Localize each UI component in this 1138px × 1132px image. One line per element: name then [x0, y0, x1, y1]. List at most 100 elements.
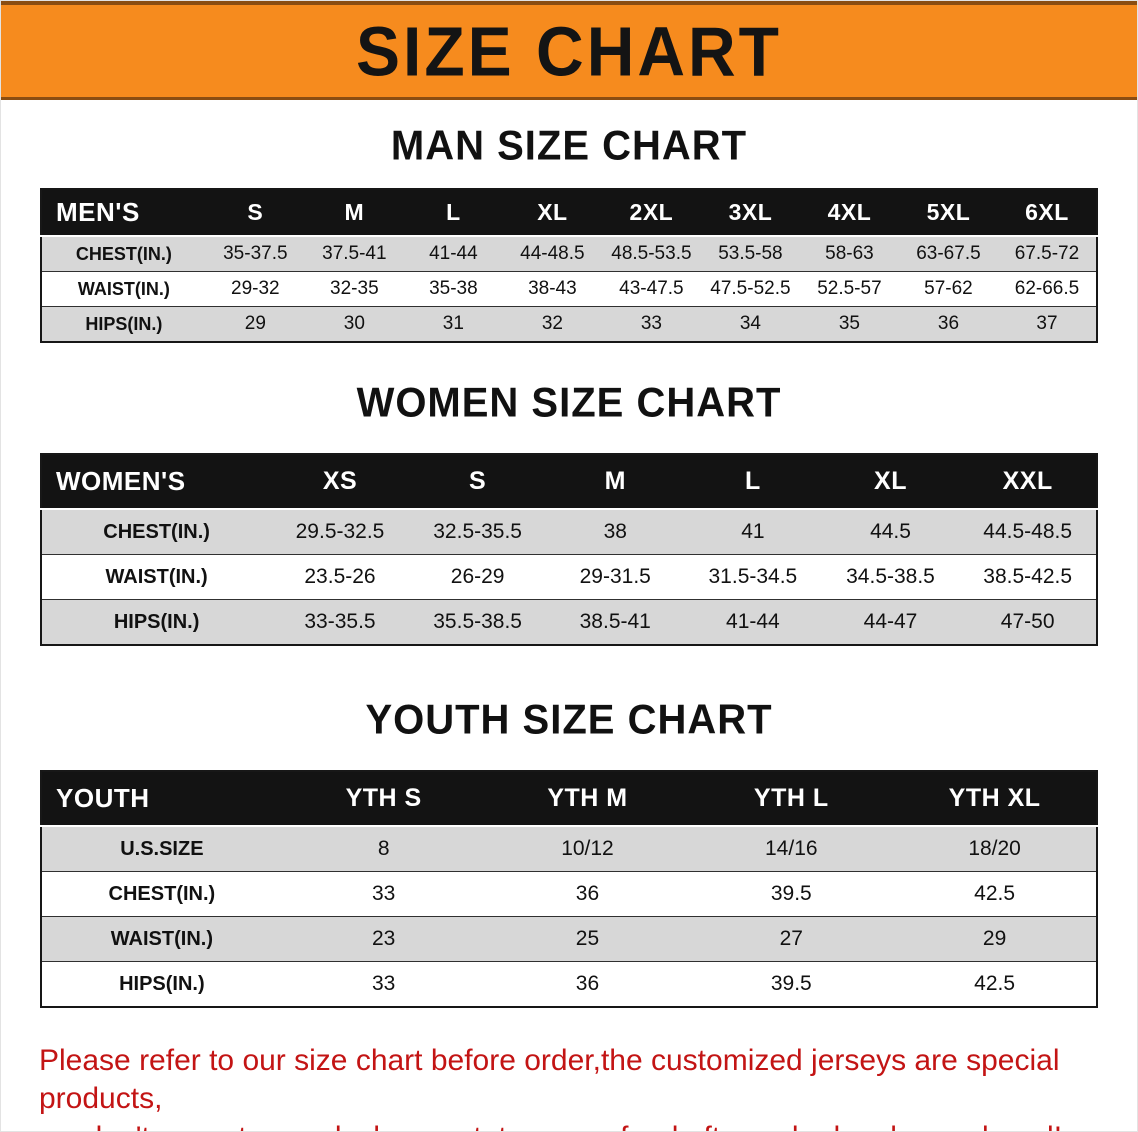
- column-header: S: [205, 189, 305, 237]
- table-cell: 36: [485, 871, 690, 917]
- table-row: HIPS(IN.) 29 30 31 32 33 34 35 36 37: [41, 306, 1097, 342]
- table-cell: 8: [281, 825, 486, 872]
- table-body: U.S.SIZE 8 10/12 14/16 18/20 CHEST(IN.) 33 36 39…: [41, 825, 1097, 1007]
- column-header: YTH S: [281, 771, 486, 827]
- table-cell: 63-67.5: [898, 235, 998, 272]
- table-title-cell: WOMEN'S: [41, 454, 272, 510]
- table-row: CHEST(IN.) 33 36 39.5 42.5: [41, 871, 1097, 917]
- table-cell: 29.5-32.5: [271, 508, 409, 555]
- banner: SIZE CHART: [1, 1, 1137, 100]
- row-label: HIPS(IN.): [41, 961, 282, 1007]
- table-cell: 34.5-38.5: [821, 554, 960, 600]
- table-cell: 44-47: [821, 599, 960, 645]
- table-cell: 52.5-57: [799, 271, 899, 307]
- table-cell: 39.5: [689, 871, 894, 917]
- column-header: YTH M: [485, 771, 690, 827]
- table-cell: 25: [485, 916, 690, 962]
- table-row: WAIST(IN.) 23.5-26 26-29 29-31.5 31.5-34.5 34…: [41, 554, 1097, 600]
- table-cell: 33-35.5: [271, 599, 409, 645]
- table-cell: 18/20: [893, 825, 1097, 872]
- table-cell: 29-32: [205, 271, 305, 307]
- column-header: S: [408, 454, 547, 510]
- section-youth: YOUTH SIZE CHART YOUTH YTH S YTH M YTH L YTH…: [1, 697, 1137, 1008]
- women-section-heading: WOMEN SIZE CHART: [356, 380, 782, 426]
- table-cell: 47.5-52.5: [700, 271, 800, 307]
- table-cell: 32.5-35.5: [408, 508, 547, 555]
- table-cell: 31: [403, 306, 503, 342]
- table-cell: 26-29: [408, 554, 547, 600]
- row-label: WAIST(IN.): [41, 554, 272, 600]
- column-header: M: [304, 189, 404, 237]
- table-row: HIPS(IN.) 33 36 39.5 42.5: [41, 961, 1097, 1007]
- table-cell: 41: [684, 508, 822, 555]
- table-cell: 35-37.5: [205, 235, 305, 272]
- table-cell: 38.5-41: [546, 599, 685, 645]
- table-cell: 33: [281, 961, 486, 1007]
- row-label: WAIST(IN.): [41, 916, 282, 962]
- table-cell: 67.5-72: [997, 235, 1097, 272]
- table-cell: 57-62: [898, 271, 998, 307]
- table-cell: 38-43: [502, 271, 602, 307]
- table-cell: 29-31.5: [546, 554, 685, 600]
- table-cell: 29: [893, 916, 1097, 962]
- row-label: HIPS(IN.): [41, 306, 206, 342]
- table-cell: 27: [689, 916, 894, 962]
- table-cell: 42.5: [893, 961, 1097, 1007]
- table-cell: 36: [485, 961, 690, 1007]
- men-size-table: MEN'S S M L XL 2XL 3XL 4XL 5XL 6XL CHEST(IN.) 35-3…: [40, 188, 1098, 343]
- table-cell: 47-50: [959, 599, 1097, 645]
- row-label: U.S.SIZE: [41, 825, 282, 872]
- column-header: XL: [502, 189, 602, 237]
- disclaimer-line-2: we don't accept cancel, change, teturn o…: [39, 1119, 1099, 1131]
- table-body: CHEST(IN.) 29.5-32.5 32.5-35.5 38 41 44.5 44.5…: [41, 508, 1097, 645]
- table-cell: 48.5-53.5: [601, 235, 701, 272]
- table-cell: 41-44: [403, 235, 503, 272]
- table-cell: 44.5-48.5: [959, 508, 1097, 555]
- column-header: L: [403, 189, 503, 237]
- row-label: HIPS(IN.): [41, 599, 272, 645]
- table-cell: 35-38: [403, 271, 503, 307]
- table-header-row: MEN'S S M L XL 2XL 3XL 4XL 5XL 6XL: [41, 189, 1097, 237]
- column-header: 6XL: [997, 189, 1097, 237]
- row-label: CHEST(IN.): [41, 235, 206, 272]
- table-cell: 14/16: [689, 825, 894, 872]
- table-cell: 53.5-58: [700, 235, 800, 272]
- table-cell: 43-47.5: [601, 271, 701, 307]
- table-cell: 35.5-38.5: [408, 599, 547, 645]
- table-cell: 62-66.5: [997, 271, 1097, 307]
- column-header: YTH XL: [893, 771, 1097, 827]
- column-header: YTH L: [689, 771, 894, 827]
- disclaimer-note: Please refer to our size chart before or…: [39, 1042, 1099, 1131]
- table-cell: 58-63: [799, 235, 899, 272]
- column-header: 5XL: [898, 189, 998, 237]
- table-cell: 44.5: [821, 508, 960, 555]
- table-cell: 33: [281, 871, 486, 917]
- table-cell: 29: [205, 306, 305, 342]
- table-row: HIPS(IN.) 33-35.5 35.5-38.5 38.5-41 41-44 44-…: [41, 599, 1097, 645]
- column-header: M: [546, 454, 685, 510]
- row-label: CHEST(IN.): [41, 871, 282, 917]
- table-cell: 31.5-34.5: [684, 554, 822, 600]
- table-cell: 32: [502, 306, 602, 342]
- table-cell: 37.5-41: [304, 235, 404, 272]
- column-header: XL: [821, 454, 960, 510]
- table-cell: 34: [700, 306, 800, 342]
- table-cell: 42.5: [893, 871, 1097, 917]
- table-row: WAIST(IN.) 23 25 27 29: [41, 916, 1097, 962]
- section-men: MAN SIZE CHART MEN'S S M L XL 2XL 3XL 4XL 5XL 6XL…: [1, 125, 1137, 343]
- table-cell: 44-48.5: [502, 235, 602, 272]
- table-body: CHEST(IN.) 35-37.5 37.5-41 41-44 44-48.5 48.5…: [41, 235, 1097, 342]
- column-header: XXL: [959, 454, 1097, 510]
- table-cell: 38: [546, 508, 685, 555]
- table-row: U.S.SIZE 8 10/12 14/16 18/20: [41, 825, 1097, 872]
- table-cell: 23.5-26: [271, 554, 409, 600]
- table-cell: 41-44: [684, 599, 822, 645]
- table-header-row: WOMEN'S XS S M L XL XXL: [41, 454, 1097, 510]
- table-row: WAIST(IN.) 29-32 32-35 35-38 38-43 43-47.5 47.…: [41, 271, 1097, 307]
- youth-section-heading: YOUTH SIZE CHART: [365, 697, 773, 743]
- women-size-table: WOMEN'S XS S M L XL XXL CHEST(IN.) 29.5-32.5 32.…: [40, 453, 1098, 646]
- column-header: 4XL: [799, 189, 899, 237]
- table-title-cell: MEN'S: [41, 189, 206, 237]
- section-women: WOMEN SIZE CHART WOMEN'S XS S M L XL XXL CHEST…: [1, 380, 1137, 646]
- disclaimer-line-1: Please refer to our size chart before or…: [39, 1044, 1060, 1116]
